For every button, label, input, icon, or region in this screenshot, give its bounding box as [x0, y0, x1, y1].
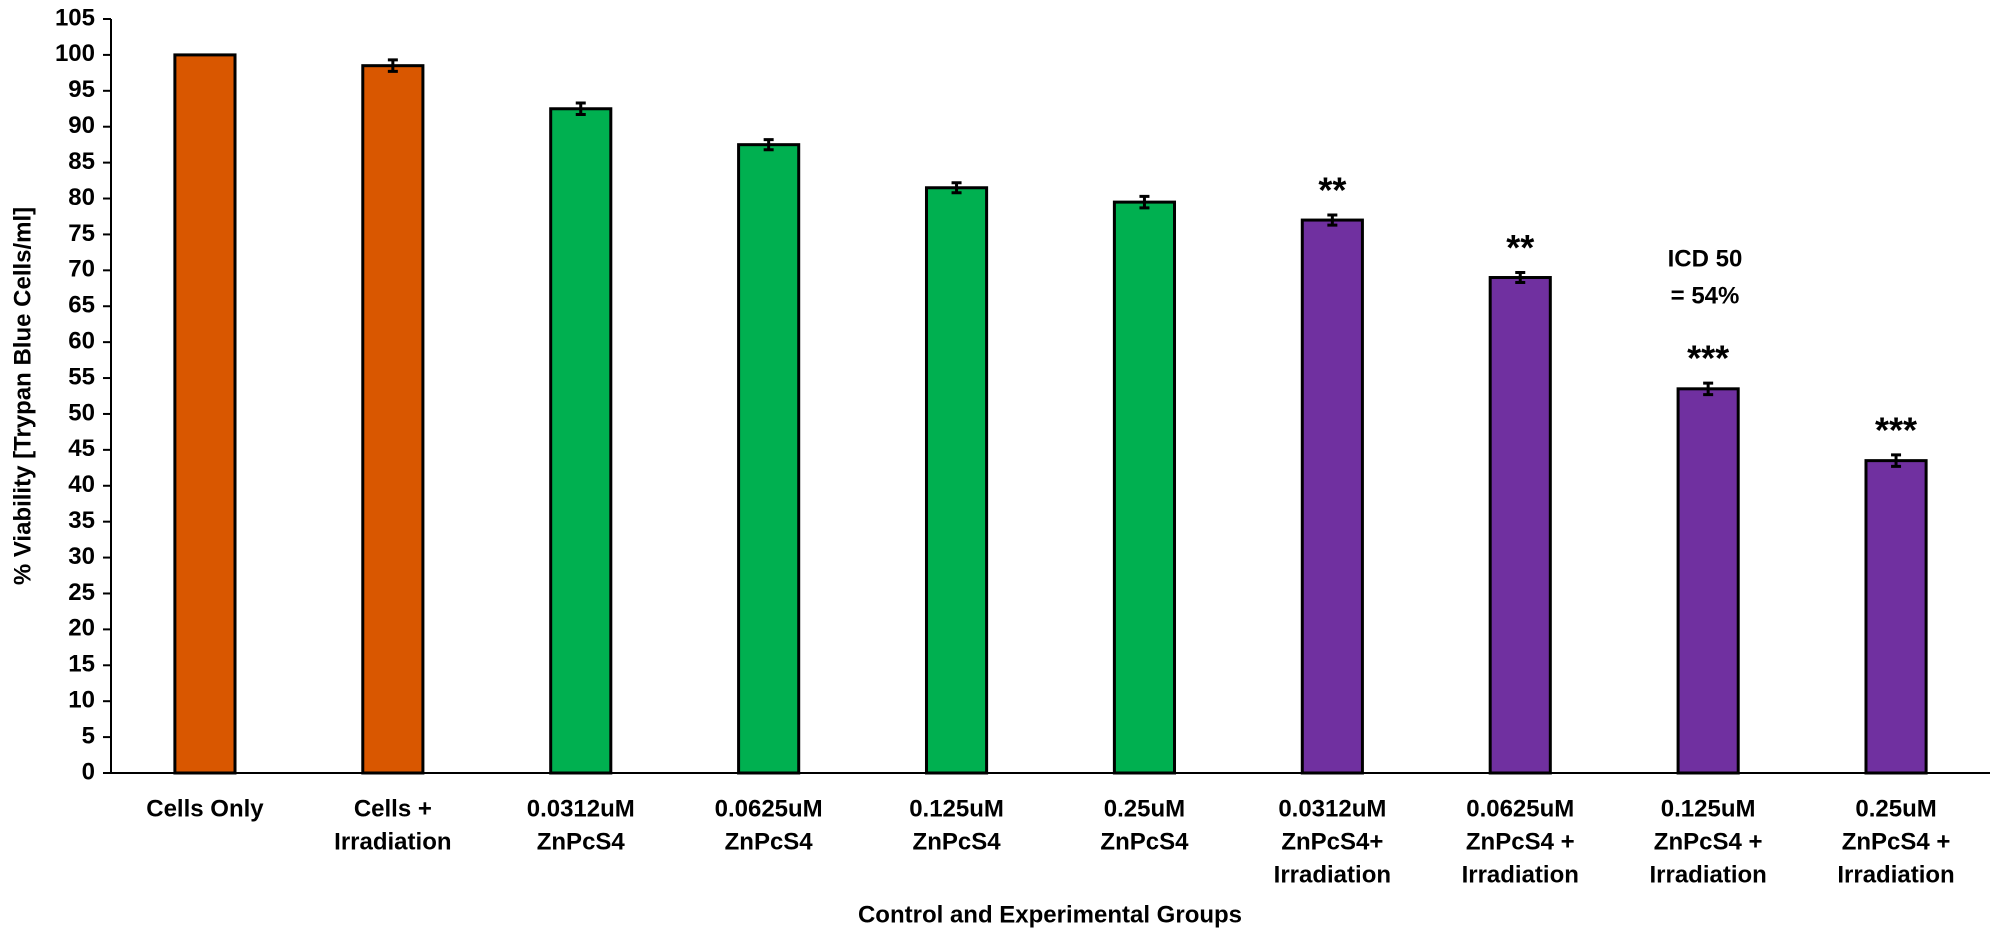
error-bar — [763, 138, 774, 152]
y-tick-label: 5 — [82, 722, 95, 749]
y-axis-title: % Viability [Trypan Blue Cells/ml] — [9, 207, 36, 585]
significance-label: *** — [1875, 409, 1917, 450]
error-bar — [1139, 194, 1150, 210]
x-tick-label: ZnPcS4 — [725, 828, 814, 855]
y-tick-label: 105 — [55, 4, 95, 31]
x-tick-label: 0.25uM — [1104, 795, 1185, 822]
annotation: ICD 50 — [1668, 245, 1743, 272]
x-tick-label: ZnPcS4 + — [1842, 828, 1951, 855]
error-bar — [387, 58, 398, 73]
error-bar — [1327, 213, 1338, 227]
bar — [1864, 459, 1928, 775]
bar — [549, 107, 613, 775]
significance-label: *** — [1687, 338, 1729, 379]
y-tick-label: 30 — [68, 543, 95, 570]
x-tick-label: ZnPcS4 — [1100, 828, 1189, 855]
y-tick-label: 70 — [68, 256, 95, 283]
significance-label: ** — [1506, 227, 1534, 268]
x-tick-label: Irradiation — [1274, 861, 1391, 888]
x-tick-label: ZnPcS4+ — [1281, 828, 1383, 855]
y-tick-label: 60 — [68, 327, 95, 354]
x-tick-label: ZnPcS4 — [913, 828, 1002, 855]
bar — [924, 186, 989, 775]
bar — [1676, 387, 1740, 775]
error-bar — [1891, 453, 1902, 468]
x-tick-label: 0.125uM — [1661, 795, 1756, 822]
bar — [1300, 218, 1364, 775]
y-tick-label: 0 — [82, 758, 95, 785]
y-tick-label: 15 — [68, 651, 95, 678]
error-bar — [1515, 270, 1526, 285]
bar — [173, 53, 237, 775]
x-tick-label: 0.125uM — [909, 795, 1004, 822]
error-bar — [1703, 381, 1714, 397]
bar — [361, 64, 425, 775]
y-tick-label: 75 — [68, 220, 95, 247]
y-tick-label: 95 — [68, 76, 95, 103]
y-tick-label: 35 — [68, 507, 95, 534]
y-tick-label: 50 — [68, 399, 95, 426]
bar — [737, 143, 801, 775]
x-tick-label: Irradiation — [334, 828, 451, 855]
x-tick-label: Irradiation — [1649, 861, 1766, 888]
x-tick-label: ZnPcS4 — [537, 828, 626, 855]
y-tick-label: 85 — [68, 148, 95, 175]
error-bar — [951, 181, 962, 195]
y-tick-label: 20 — [68, 615, 95, 642]
y-tick-label: 65 — [68, 292, 95, 319]
bar — [1112, 200, 1177, 775]
error-bar — [575, 101, 586, 117]
x-tick-label: ZnPcS4 + — [1466, 828, 1575, 855]
x-tick-label: Cells Only — [146, 795, 264, 822]
significance-label: ** — [1318, 170, 1346, 211]
x-tick-label: 0.0312uM — [1278, 795, 1386, 822]
x-tick-label: ZnPcS4 + — [1654, 828, 1763, 855]
y-tick-label: 45 — [68, 435, 95, 462]
y-tick-label: 10 — [68, 687, 95, 714]
x-axis-title: Control and Experimental Groups — [858, 901, 1242, 928]
x-tick-label: Irradiation — [1837, 861, 1954, 888]
y-tick-label: 25 — [68, 579, 95, 606]
y-tick-label: 80 — [68, 184, 95, 211]
y-tick-label: 100 — [55, 40, 95, 67]
y-tick-label: 40 — [68, 471, 95, 498]
x-tick-label: 0.0625uM — [1466, 795, 1574, 822]
x-tick-label: Irradiation — [1462, 861, 1579, 888]
bar — [1488, 276, 1552, 775]
x-tick-label: Cells + — [354, 795, 432, 822]
annotation: = 54% — [1671, 282, 1740, 309]
x-tick-label: 0.25uM — [1855, 795, 1936, 822]
x-tick-label: 0.0625uM — [715, 795, 823, 822]
y-tick-label: 55 — [68, 363, 95, 390]
x-tick-label: 0.0312uM — [527, 795, 635, 822]
y-tick-label: 90 — [68, 112, 95, 139]
